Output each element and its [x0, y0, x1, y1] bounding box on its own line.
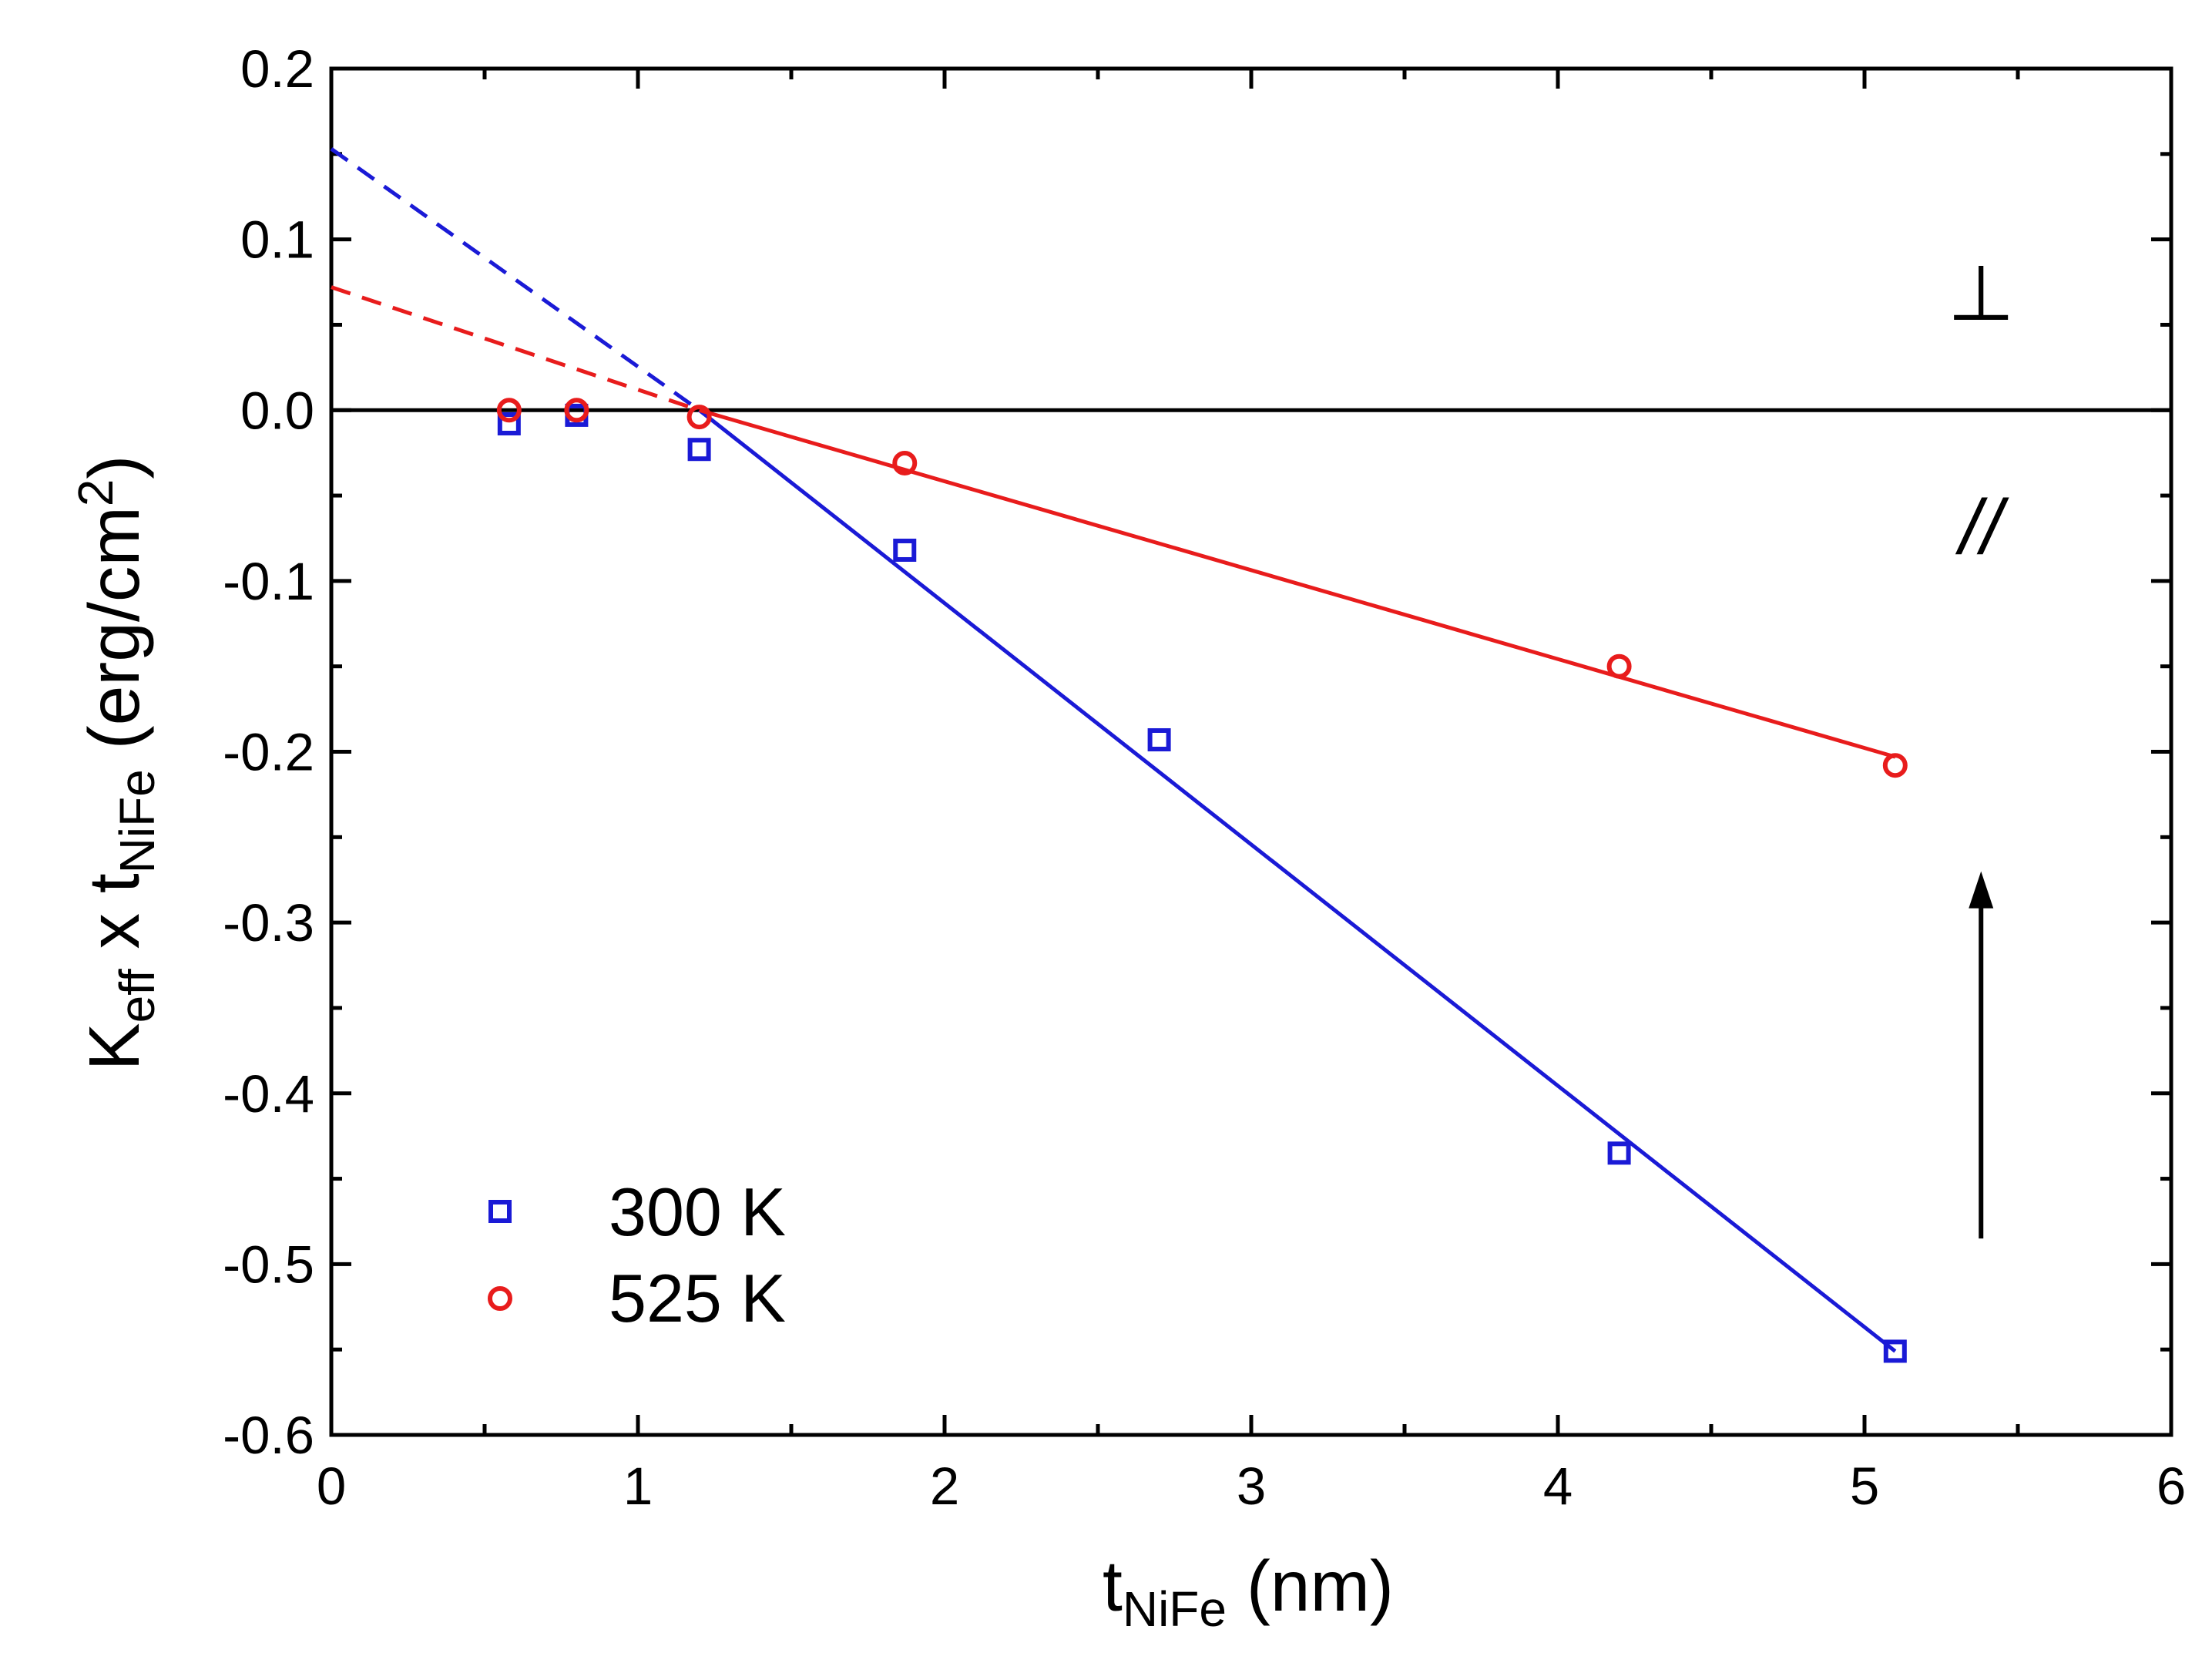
y-tick-label: -0.3 [223, 893, 314, 952]
point-525k [1606, 653, 1632, 679]
legend-label-525k: 525 K [609, 1260, 786, 1336]
y-tick-label: -0.4 [223, 1064, 314, 1124]
point-300k [1607, 1141, 1631, 1165]
annotations: ⊥ // [1948, 250, 2015, 1239]
x-axis-title-main: t [1103, 1546, 1123, 1626]
point-525k [1882, 753, 1908, 778]
x-tick-label: 3 [1237, 1456, 1266, 1516]
x-tick-label: 4 [1543, 1456, 1573, 1516]
fit-line-300k [698, 408, 1897, 1353]
legend: 300 K 525 K [488, 1174, 786, 1336]
x-tick-label: 6 [2157, 1456, 2186, 1516]
y-tick-label: -0.2 [223, 723, 314, 782]
point-525k [892, 450, 918, 475]
y-axis-title-times-t: x t [74, 873, 154, 969]
point-300k [1883, 1339, 1907, 1363]
point-300k [687, 438, 711, 462]
y-tick-label: 0.2 [240, 39, 314, 99]
x-axis-title: tNiFe (nm) [1103, 1546, 1394, 1637]
y-tick-label: -0.5 [223, 1235, 314, 1294]
perpendicular-region-label: ⊥ [1948, 250, 2015, 337]
y-tick-label: 0.1 [240, 210, 314, 270]
x-tick-label: 5 [1850, 1456, 1879, 1516]
legend-label-300k: 300 K [609, 1174, 786, 1250]
y-axis-title-main: K [74, 1023, 154, 1070]
y-tick-label: 0.0 [240, 381, 314, 440]
legend-marker-300k [488, 1200, 512, 1223]
tick-labels: 0 1 2 3 4 5 6 0.2 0.1 0.0 -0.1 -0.2 -0.3 -0.4 -0.5 -0.6 [223, 39, 2186, 1516]
y-axis-title-unit: (erg/cm [74, 506, 154, 769]
extrapolation-line-300k [330, 147, 701, 412]
y-axis-title-close: ) [74, 455, 154, 479]
arrow-head [1969, 871, 1994, 909]
x-tick-label: 0 [317, 1456, 346, 1516]
axis-ticks [329, 66, 2173, 1437]
point-300k [1147, 727, 1171, 751]
y-axis-title-subscript-eff: eff [109, 969, 165, 1023]
legend-marker-525k [488, 1286, 512, 1311]
parallel-region-label: // [1955, 484, 2009, 570]
x-tick-label: 2 [930, 1456, 959, 1516]
x-tick-label: 1 [623, 1456, 653, 1516]
y-tick-label: -0.6 [223, 1406, 314, 1465]
y-tick-label: -0.1 [223, 552, 314, 611]
point-525k [686, 405, 712, 430]
plot-area: ⊥ // [329, 66, 2173, 1437]
data-points [496, 398, 1908, 1363]
y-axis-title-superscript: 2 [68, 479, 123, 507]
point-300k [497, 412, 521, 435]
x-axis-title-unit: (nm) [1227, 1546, 1394, 1626]
point-300k [893, 538, 917, 562]
x-axis-title-subscript: NiFe [1123, 1581, 1227, 1637]
point-525k [496, 398, 522, 423]
y-axis-title: Keff x tNiFe (erg/cm2) [68, 455, 165, 1071]
point-525k [564, 398, 589, 423]
y-axis-title-subscript-nife: NiFe [109, 769, 165, 873]
